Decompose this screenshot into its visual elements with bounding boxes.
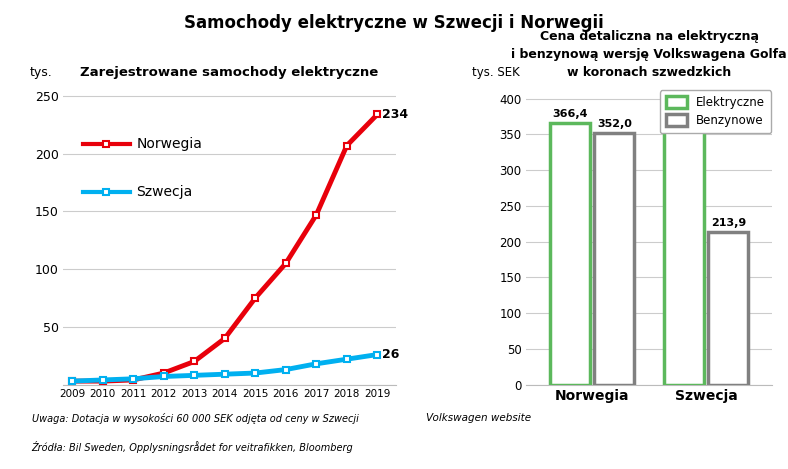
Bar	[708, 232, 749, 385]
Title: Cena detaliczna na elektryczną
i benzynową wersję Volkswagena Golfa
w koronach s: Cena detaliczna na elektryczną i benzyno…	[511, 30, 787, 79]
Bar	[594, 133, 634, 385]
Title: Zarejestrowane samochody elektryczne: Zarejestrowane samochody elektryczne	[80, 66, 378, 79]
Text: tys. SEK: tys. SEK	[472, 67, 519, 79]
Text: 366,4: 366,4	[552, 109, 588, 119]
Bar	[550, 123, 589, 385]
Legend: Elektryczne, Benzynowe: Elektryczne, Benzynowe	[660, 91, 771, 133]
Text: tys.: tys.	[30, 67, 53, 79]
Text: 368,9: 368,9	[666, 107, 701, 117]
Text: Norwegia: Norwegia	[136, 137, 202, 151]
Text: 352,0: 352,0	[597, 120, 632, 129]
Text: Szwecja: Szwecja	[136, 185, 192, 199]
Text: Źródła: Bil Sweden, Opplysningsrådet for veitrafikken, Bloomberg: Źródła: Bil Sweden, Opplysningsrådet for…	[32, 441, 353, 453]
Text: 213,9: 213,9	[711, 218, 746, 228]
Text: Uwaga: Dotacja w wysokości 60 000 SEK odjęta od ceny w Szwecji: Uwaga: Dotacja w wysokości 60 000 SEK od…	[32, 413, 359, 424]
Bar	[663, 121, 704, 385]
Text: 234: 234	[382, 108, 408, 121]
Text: Samochody elektryczne w Szwecji i Norwegii: Samochody elektryczne w Szwecji i Norweg…	[184, 14, 604, 32]
Text: 26: 26	[382, 348, 400, 361]
Text: Volkswagen website: Volkswagen website	[426, 413, 530, 423]
